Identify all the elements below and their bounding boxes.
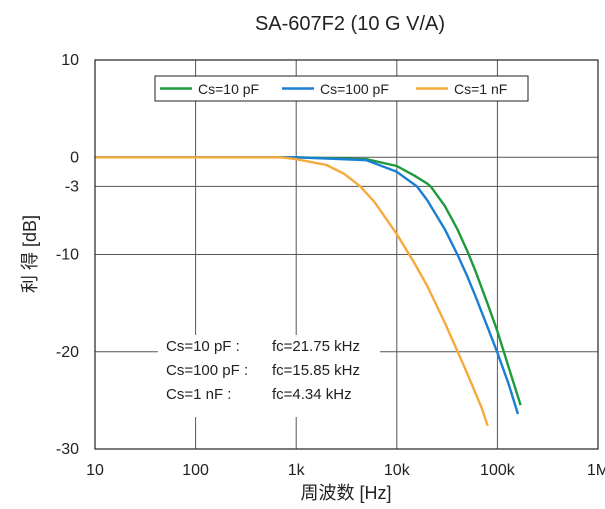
y-axis-label: 利 得 [dB] [20,215,40,293]
y-tick-label: -20 [56,344,79,361]
chart-title: SA-607F2 (10 G V/A) [255,13,445,35]
legend: Cs=10 pF Cs=100 pF Cs=1 nF [154,75,529,102]
legend-box [154,75,529,102]
x-tick-label: 100k [480,462,516,479]
legend-label: Cs=100 pF [320,81,389,97]
x-tick-label: 10 [86,462,104,479]
legend-label: Cs=10 pF [198,81,259,97]
x-tick-label: 1k [288,462,306,479]
y-tick-label: -30 [56,441,79,458]
y-tick-label: -10 [56,247,79,264]
y-tick-label: -3 [65,178,79,195]
plot-frame [94,59,599,450]
series-lines [95,156,522,427]
series-line [95,156,522,406]
x-tick-label: 10k [384,462,411,479]
legend-label: Cs=1 nF [454,81,507,97]
y-tick-label: 10 [61,52,79,69]
annotation-label: Cs=100 pF : [166,362,248,379]
x-axis-label: 周波数 [Hz] [300,483,391,503]
annotation-value: fc=21.75 kHz [272,338,360,355]
cutoff-annotations: Cs=10 pF : fc=21.75 kHz Cs=100 pF : fc=15.8… [158,335,380,417]
series-line [95,156,520,415]
annotation-background [158,335,380,417]
annotation-label: Cs=1 nF : [166,386,231,403]
annotation-label: Cs=10 pF : [166,338,240,355]
x-tick-label: 100 [182,462,209,479]
annotation-value: fc=4.34 kHz [272,386,352,403]
x-tick-label: 1M [587,462,605,479]
series-line [95,156,489,427]
y-tick-label: 0 [70,149,79,166]
annotation-value: fc=15.85 kHz [272,362,360,379]
